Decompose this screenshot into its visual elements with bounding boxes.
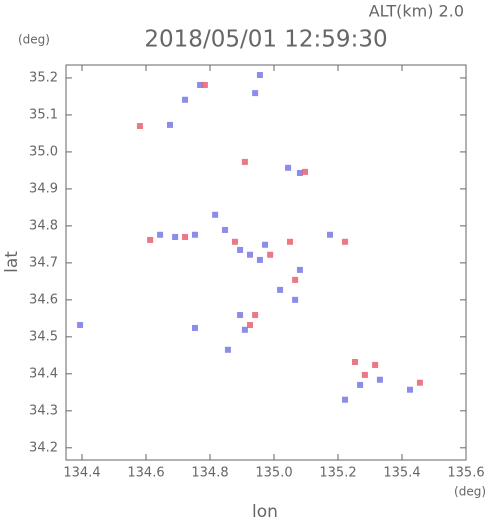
y-unit: (deg) [18, 33, 50, 47]
echo-cell [285, 164, 292, 171]
echo-cell [361, 371, 368, 378]
echo-cell [256, 256, 263, 263]
echo-cell [231, 238, 238, 245]
x-tick-label: 135.4 [383, 466, 420, 481]
x-axis-label: lon [252, 502, 278, 521]
x-tick-label: 134.8 [191, 466, 228, 481]
echo-cell [247, 322, 253, 329]
echo-cell [212, 211, 219, 218]
chart-title: 2018/05/01 12:59:30 [144, 27, 387, 53]
echo-cell [77, 322, 84, 329]
echo-cell [247, 251, 253, 258]
echo-cell [296, 169, 303, 176]
echo-cell [351, 358, 358, 365]
echo-cell [147, 236, 154, 243]
x-tick-label: 134.6 [127, 466, 164, 481]
y-tick-label: 34.9 [29, 181, 58, 196]
echo-cell [262, 241, 269, 248]
echo-cell [197, 81, 204, 88]
x-tick-label: 134.4 [63, 466, 100, 481]
y-axis-label: lat [2, 251, 22, 273]
y-tick-label: 35.2 [29, 70, 58, 85]
y-tick-label: 34.2 [29, 440, 58, 455]
echo-cell [372, 361, 379, 368]
x-tick-label: 135.0 [255, 466, 292, 481]
echo-cell [191, 231, 198, 238]
echo-cell [157, 231, 164, 238]
echo-cell [302, 168, 309, 175]
echo-cell [416, 379, 423, 386]
y-tick-label: 34.7 [29, 255, 58, 270]
echo-cell [237, 246, 244, 253]
echo-cell [342, 396, 349, 403]
y-tick-label: 34.4 [29, 366, 58, 381]
echo-cell [327, 231, 333, 238]
plot-frame [65, 64, 467, 461]
altitude: ALT(km) 2.0 [369, 2, 464, 21]
y-tick-label: 35.1 [29, 107, 58, 122]
echo-cell [287, 238, 293, 245]
y-tick-label: 34.5 [29, 329, 58, 344]
echo-cell [407, 386, 413, 393]
echo-cell [224, 346, 231, 353]
echo-cell [241, 326, 248, 333]
echo-cell [237, 312, 244, 319]
y-tick-label: 34.6 [29, 292, 58, 307]
echo-cell [376, 376, 383, 383]
y-tick-label: 34.3 [29, 403, 58, 418]
echo-cell [182, 233, 189, 240]
echo-cell [252, 90, 259, 97]
echo-cell [241, 158, 248, 165]
echo-cell [292, 276, 299, 283]
x-tick-label: 135.6 [447, 466, 484, 481]
echo-cell [267, 251, 274, 258]
echo-cell [256, 71, 263, 78]
echo-cell [222, 226, 229, 233]
echo-cell [182, 96, 189, 103]
echo-cell [167, 121, 173, 128]
echo-cell [201, 81, 208, 88]
x-tick-label: 135.2 [319, 466, 356, 481]
echo-cell [136, 123, 143, 130]
echo-cell [252, 312, 259, 319]
echo-cell [277, 286, 284, 293]
echo-cell [292, 296, 299, 303]
y-tick-label: 35.0 [29, 144, 58, 159]
x-unit: (deg) [454, 485, 486, 499]
echo-cell [296, 266, 303, 273]
echo-cell [191, 324, 198, 331]
echo-cell [357, 381, 364, 388]
y-tick-label: 34.8 [29, 218, 58, 233]
echo-cell [172, 233, 179, 240]
echo-cell [342, 238, 349, 245]
